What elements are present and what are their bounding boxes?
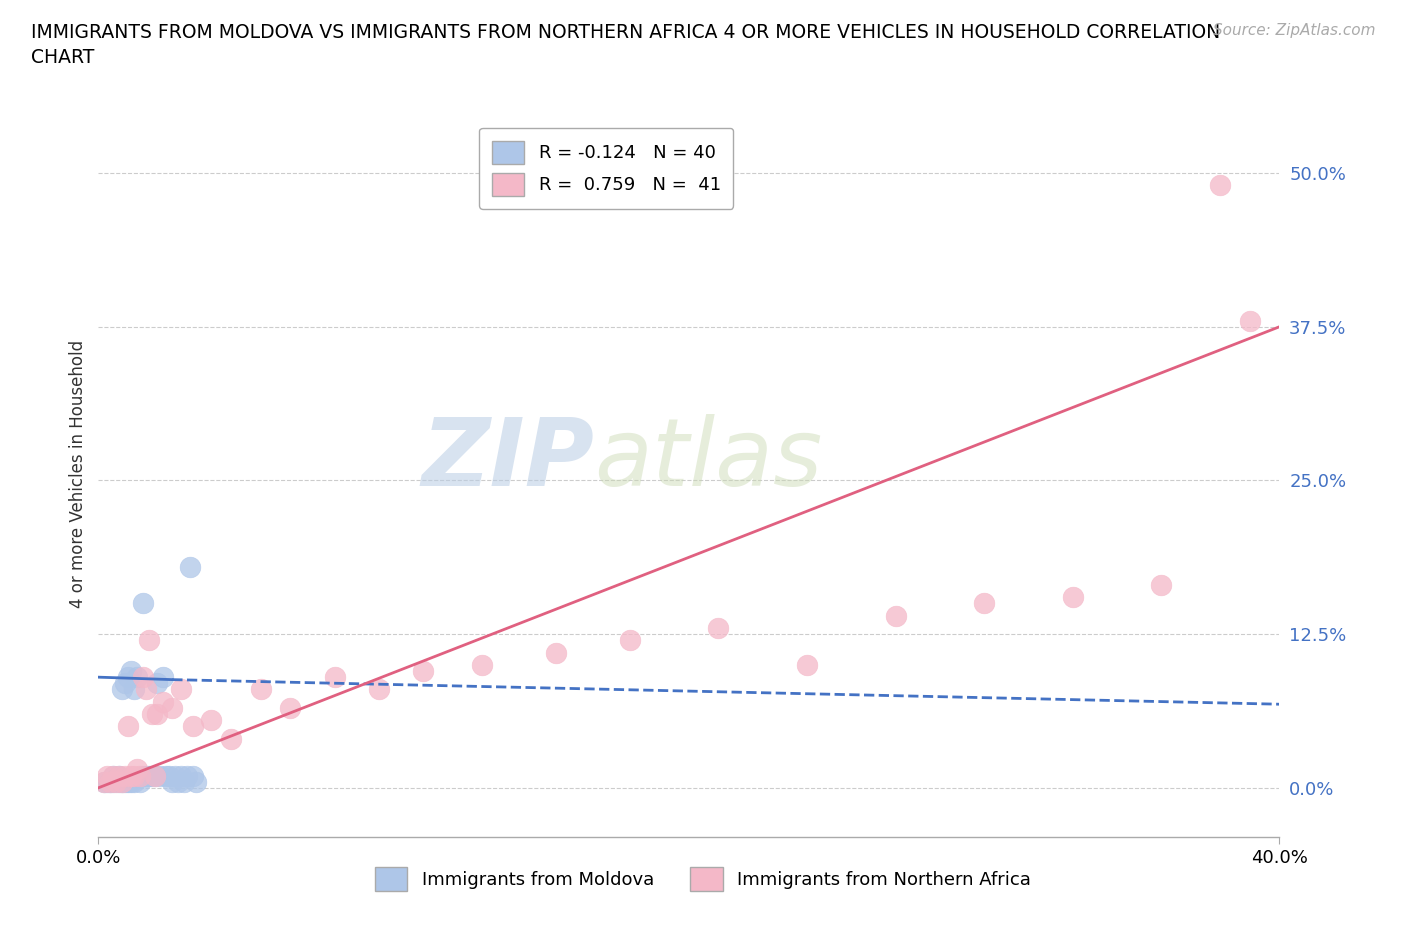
Point xyxy=(141,707,163,722)
Point xyxy=(884,608,907,623)
Point xyxy=(221,731,243,746)
Point xyxy=(105,775,128,790)
Point xyxy=(98,775,121,790)
Point xyxy=(117,670,139,684)
Point xyxy=(323,670,346,684)
Point xyxy=(181,719,204,734)
Point xyxy=(973,596,995,611)
Point xyxy=(108,768,131,783)
Point xyxy=(117,775,139,790)
Point xyxy=(128,768,150,783)
Point xyxy=(93,775,115,790)
Point xyxy=(149,768,172,783)
Point xyxy=(122,768,145,783)
Point xyxy=(1150,578,1173,592)
Point xyxy=(96,768,118,783)
Point xyxy=(200,712,222,727)
Point xyxy=(138,632,160,647)
Point xyxy=(108,775,131,790)
Point xyxy=(135,768,157,783)
Y-axis label: 4 or more Vehicles in Household: 4 or more Vehicles in Household xyxy=(69,340,87,608)
Point xyxy=(146,707,169,722)
Point xyxy=(707,620,730,635)
Point xyxy=(152,695,174,710)
Legend: Immigrants from Moldova, Immigrants from Northern Africa: Immigrants from Moldova, Immigrants from… xyxy=(368,860,1038,897)
Point xyxy=(135,682,157,697)
Point xyxy=(173,775,195,790)
Point xyxy=(250,682,273,697)
Point xyxy=(176,768,198,783)
Point xyxy=(108,768,131,783)
Point xyxy=(1239,313,1261,328)
Point xyxy=(471,658,494,672)
Point xyxy=(120,664,142,679)
Point xyxy=(167,775,190,790)
Point xyxy=(157,768,180,783)
Point xyxy=(103,768,125,783)
Point xyxy=(181,768,204,783)
Point xyxy=(152,670,174,684)
Point xyxy=(98,775,121,790)
Point xyxy=(146,676,169,691)
Legend: R = -0.124   N = 40, R =  0.759   N =  41: R = -0.124 N = 40, R = 0.759 N = 41 xyxy=(479,128,734,208)
Point xyxy=(141,768,163,783)
Point xyxy=(132,670,155,684)
Point xyxy=(162,700,183,715)
Point xyxy=(132,596,155,611)
Point xyxy=(122,775,145,790)
Point xyxy=(796,658,818,672)
Point xyxy=(170,768,193,783)
Point xyxy=(165,768,187,783)
Point xyxy=(1062,590,1084,604)
Point xyxy=(103,768,125,783)
Point xyxy=(546,645,568,660)
Point xyxy=(125,762,148,777)
Text: Source: ZipAtlas.com: Source: ZipAtlas.com xyxy=(1212,23,1375,38)
Point xyxy=(368,682,391,697)
Point xyxy=(179,559,201,574)
Point xyxy=(120,768,142,783)
Point xyxy=(143,768,166,783)
Point xyxy=(412,664,434,679)
Point xyxy=(280,700,302,715)
Text: IMMIGRANTS FROM MOLDOVA VS IMMIGRANTS FROM NORTHERN AFRICA 4 OR MORE VEHICLES IN: IMMIGRANTS FROM MOLDOVA VS IMMIGRANTS FR… xyxy=(31,23,1220,42)
Point xyxy=(117,719,139,734)
Point xyxy=(93,775,115,790)
Point xyxy=(128,775,150,790)
Point xyxy=(105,771,128,786)
Point xyxy=(114,775,136,790)
Point xyxy=(619,632,641,647)
Point xyxy=(143,768,166,783)
Point xyxy=(114,676,136,691)
Text: CHART: CHART xyxy=(31,48,94,67)
Point xyxy=(120,775,142,790)
Point xyxy=(111,682,134,697)
Text: atlas: atlas xyxy=(595,414,823,505)
Point xyxy=(114,768,136,783)
Point xyxy=(111,775,134,790)
Point xyxy=(162,775,183,790)
Point xyxy=(96,775,118,790)
Point xyxy=(1209,178,1232,193)
Point xyxy=(184,775,207,790)
Point xyxy=(103,775,125,790)
Point xyxy=(138,768,160,783)
Point xyxy=(155,768,177,783)
Point xyxy=(170,682,193,697)
Point xyxy=(132,768,155,783)
Point xyxy=(122,682,145,697)
Point xyxy=(125,670,148,684)
Point xyxy=(111,775,134,790)
Text: ZIP: ZIP xyxy=(422,414,595,506)
